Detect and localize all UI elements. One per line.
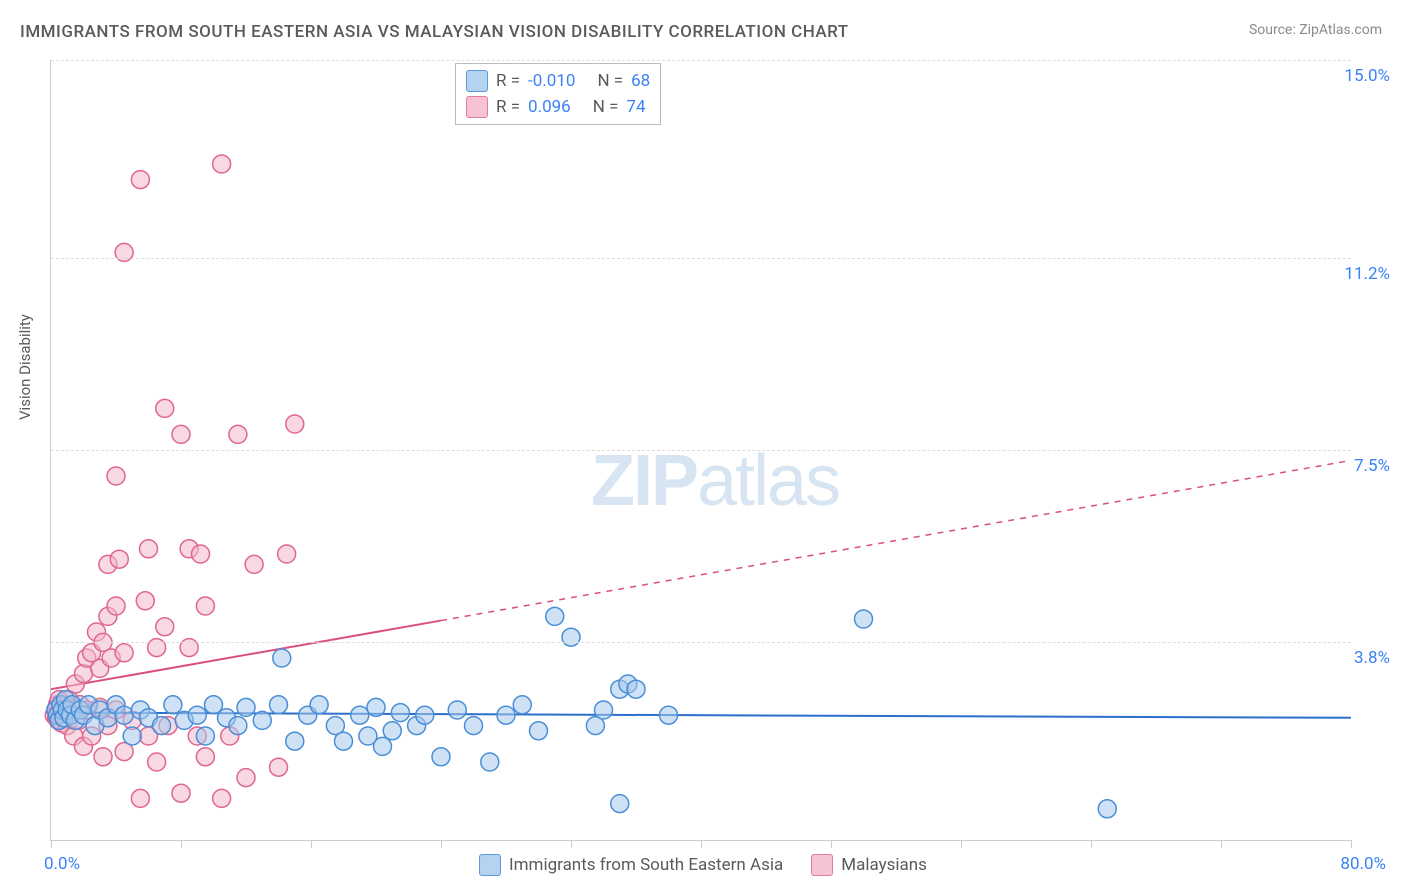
scatter-point (546, 607, 564, 625)
scatter-point (627, 680, 645, 698)
scatter-point (562, 628, 580, 646)
scatter-point (115, 243, 133, 261)
legend-item-series-1: Malaysians (811, 854, 927, 876)
legend-row-series-1: R = 0.096 N = 74 (466, 94, 650, 120)
legend-label-series-1: Malaysians (841, 855, 927, 875)
scatter-point (229, 717, 247, 735)
legend-swatch-series-1 (466, 96, 488, 118)
scatter-point (196, 727, 214, 745)
scatter-point (253, 711, 271, 729)
scatter-point (351, 706, 369, 724)
scatter-point (367, 698, 385, 716)
scatter-point (335, 732, 353, 750)
scatter-point (153, 717, 171, 735)
series-legend: Immigrants from South Eastern Asia Malay… (0, 854, 1406, 876)
y-axis-label: Vision Disability (16, 314, 34, 420)
n-label: N = (593, 97, 619, 117)
scatter-point (196, 748, 214, 766)
n-value-1: 74 (626, 97, 645, 117)
legend-row-series-0: R = -0.010 N = 68 (466, 68, 650, 94)
legend-swatch-series-0 (466, 70, 488, 92)
y-tick-label: 11.2% (1344, 264, 1390, 284)
scatter-point (196, 597, 214, 615)
scatter-point (855, 610, 873, 628)
r-value-0: -0.010 (528, 71, 575, 91)
scatter-point (245, 555, 263, 573)
legend-label-series-0: Immigrants from South Eastern Asia (509, 855, 783, 875)
scatter-point (660, 706, 678, 724)
scatter-point (131, 171, 149, 189)
scatter-point (115, 706, 133, 724)
legend-swatch-series-0 (479, 854, 501, 876)
scatter-point (156, 399, 174, 417)
scatter-point (188, 706, 206, 724)
r-label: R = (496, 97, 520, 117)
scatter-point (270, 696, 288, 714)
scatter-point (448, 701, 466, 719)
scatter-point (213, 155, 231, 173)
y-tick-label: 7.5% (1354, 456, 1390, 476)
scatter-point (383, 722, 401, 740)
scatter-point (416, 706, 434, 724)
scatter-point (213, 789, 231, 807)
scatter-point (237, 698, 255, 716)
scatter-point (192, 545, 210, 563)
scatter-point (391, 704, 409, 722)
scatter-point (270, 758, 288, 776)
scatter-point (75, 665, 93, 683)
scatter-point (497, 706, 515, 724)
scatter-point (530, 722, 548, 740)
scatter-point (148, 753, 166, 771)
scatter-point (286, 415, 304, 433)
scatter-point (107, 597, 125, 615)
scatter-point (115, 644, 133, 662)
y-tick-label: 15.0% (1344, 66, 1390, 86)
r-label: R = (496, 71, 520, 91)
scatter-point (310, 696, 328, 714)
scatter-point (1098, 800, 1116, 818)
scatter-point (513, 696, 531, 714)
legend-swatch-series-1 (811, 854, 833, 876)
correlation-legend: R = -0.010 N = 68 R = 0.096 N = 74 (455, 63, 661, 125)
scatter-point (229, 425, 247, 443)
scatter-point (107, 467, 125, 485)
legend-item-series-0: Immigrants from South Eastern Asia (479, 854, 783, 876)
chart-title: IMMIGRANTS FROM SOUTH EASTERN ASIA VS MA… (20, 22, 849, 42)
scatter-point (465, 717, 483, 735)
scatter-point (172, 425, 190, 443)
scatter-point (140, 540, 158, 558)
y-tick-label: 3.8% (1354, 648, 1390, 668)
plot-area: ZIPatlas (50, 60, 1351, 841)
chart-container: IMMIGRANTS FROM SOUTH EASTERN ASIA VS MA… (0, 0, 1406, 892)
scatter-point (481, 753, 499, 771)
scatter-point (180, 639, 198, 657)
source-name: ZipAtlas.com (1299, 22, 1382, 38)
scatter-point (136, 592, 154, 610)
scatter-point (278, 545, 296, 563)
scatter-point (595, 701, 613, 719)
scatter-point (156, 618, 174, 636)
scatter-point (273, 649, 291, 667)
scatter-point (164, 696, 182, 714)
scatter-point (237, 769, 255, 787)
source-attribution: Source: ZipAtlas.com (1249, 22, 1382, 38)
scatter-point (94, 748, 112, 766)
r-value-1: 0.096 (528, 97, 571, 117)
scatter-point (172, 784, 190, 802)
scatter-point (286, 732, 304, 750)
scatter-point (123, 727, 141, 745)
scatter-point (131, 789, 149, 807)
n-value-0: 68 (631, 71, 650, 91)
source-label: Source: (1249, 22, 1299, 38)
n-label: N = (597, 71, 623, 91)
scatter-point (611, 795, 629, 813)
scatter-point (148, 639, 166, 657)
scatter-point (432, 748, 450, 766)
scatter-point (374, 737, 392, 755)
scatter-point (110, 550, 128, 568)
